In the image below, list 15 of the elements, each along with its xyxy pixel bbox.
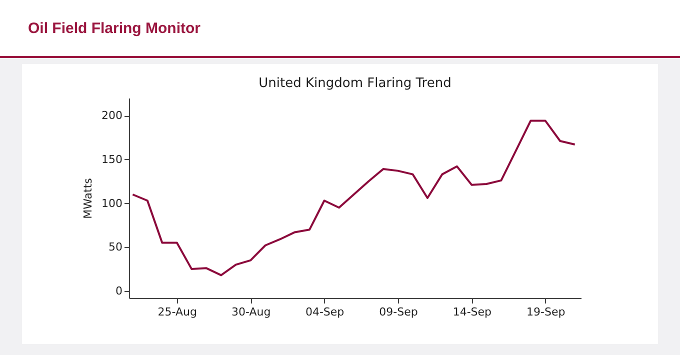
y-tick-label: 150 xyxy=(102,152,122,166)
x-tick-label: 25-Aug xyxy=(158,306,198,318)
y-tick-label: 200 xyxy=(102,109,122,122)
y-axis-title: MWatts xyxy=(82,178,95,219)
line-series xyxy=(132,120,576,276)
y-tick-label: 100 xyxy=(102,196,122,210)
x-tick-label: 14-Sep xyxy=(452,306,492,318)
chart-title: Oil Field Flaring Monitor xyxy=(28,20,200,37)
x-tick-label: 19-Sep xyxy=(526,306,566,318)
chart-subtitle: United Kingdom Flaring Trend xyxy=(258,76,452,91)
y-tick-label: 50 xyxy=(108,240,122,254)
y-tick-label: 0 xyxy=(116,284,122,298)
x-tick-label: 04-Sep xyxy=(305,306,344,318)
x-tick-label: 30-Aug xyxy=(231,306,271,318)
x-tick-label: 09-Sep xyxy=(379,306,418,318)
